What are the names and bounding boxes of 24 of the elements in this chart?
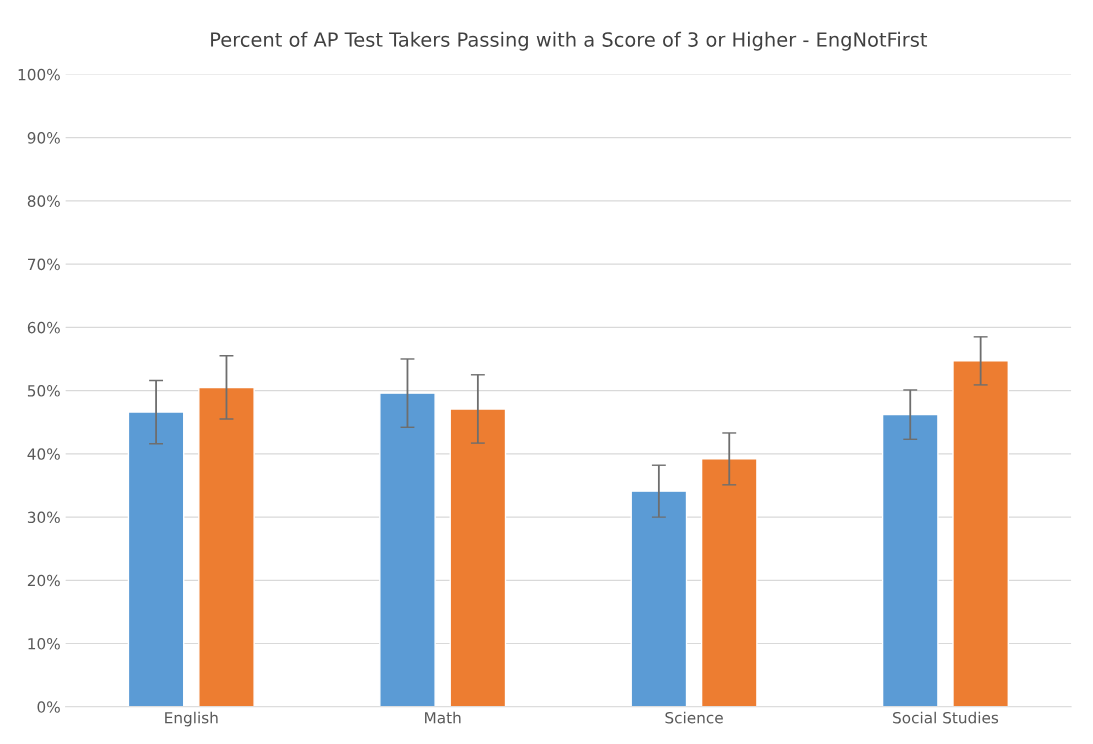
y-tick-label: 100% — [18, 68, 60, 81]
x-tick-label: English — [165, 711, 218, 727]
x-tick-label: Science — [665, 711, 723, 724]
bar — [449, 408, 507, 707]
y-tick-label: 60% — [27, 321, 60, 334]
y-tick-label: 50% — [27, 385, 60, 397]
y-tick-label: 30% — [27, 511, 60, 524]
x-tick-label: Social Studies — [893, 711, 999, 724]
bar — [198, 386, 255, 707]
bar — [630, 490, 688, 707]
y-tick-label: 80% — [27, 195, 60, 207]
y-tick-label: 10% — [28, 638, 60, 650]
y-tick-label: 0% — [37, 701, 60, 713]
bar — [952, 360, 1009, 707]
bar — [881, 413, 939, 707]
y-tick-label: 70% — [28, 258, 60, 271]
y-tick-label: 90% — [27, 132, 60, 144]
x-tick-label: Math — [425, 711, 461, 724]
bar — [127, 411, 185, 707]
chart-title: Percent of AP Test Takers Passing with a Score of 3 or Higher - EngNotFirst — [211, 31, 928, 51]
bar — [379, 392, 436, 707]
y-tick-label: 40% — [27, 448, 60, 460]
bar — [700, 458, 758, 707]
y-tick-label: 20% — [27, 574, 60, 587]
